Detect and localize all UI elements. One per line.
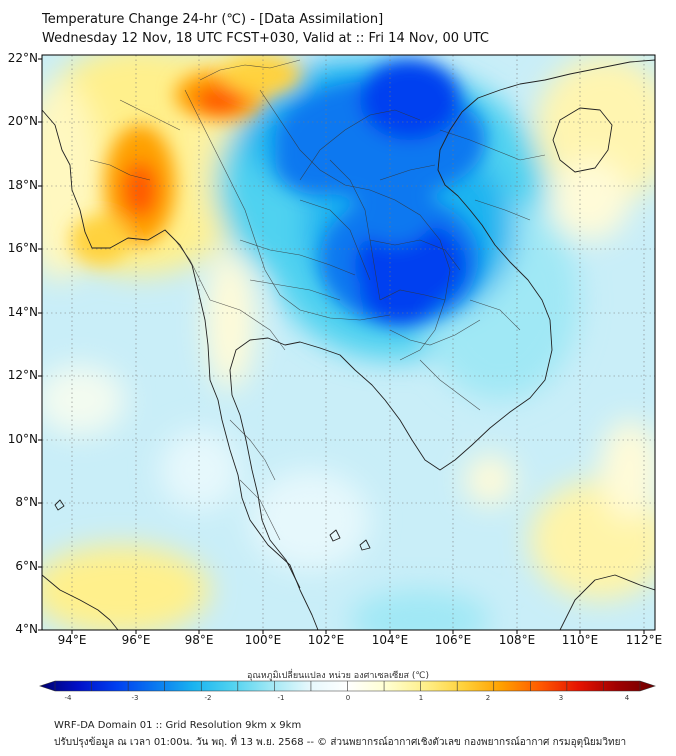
- province-borders: [89, 59, 546, 541]
- colorbar-tick-label: 3: [558, 694, 564, 702]
- lon-label-94e: 94°E: [57, 633, 87, 647]
- axis-ticks: [38, 58, 645, 634]
- lat-label-22n: 22°N: [7, 51, 38, 65]
- footer-update-info: ปรับปรุงข้อมูล ณ เวลา 01:00น. วัน พฤ. ที…: [54, 737, 627, 748]
- lat-label-6n: 6°N: [15, 559, 38, 573]
- lon-label-106e: 106°E: [434, 633, 472, 647]
- lat-label-8n: 8°N: [15, 495, 38, 509]
- colorbar-tick-label: -2: [204, 694, 212, 702]
- colorbar-tick-label: 0: [345, 694, 351, 702]
- lat-label-20n: 20°N: [7, 114, 38, 128]
- colorbar-tick-label: -3: [131, 694, 139, 702]
- footer-model-info: WRF-DA Domain 01 :: Grid Resolution 9km …: [54, 720, 302, 731]
- colorbar-title: อุณหภูมิเปลี่ยนแปลง หน่วย องศาเซลเซียส (…: [246, 671, 430, 681]
- lat-label-16n: 16°N: [7, 241, 38, 255]
- lon-label-96e: 96°E: [121, 633, 151, 647]
- colorbar: [39, 680, 656, 692]
- colorbar-tick-label: 1: [418, 694, 424, 702]
- colorbar-tick-label: -1: [277, 694, 285, 702]
- lon-label-100e: 100°E: [244, 633, 282, 647]
- lon-label-108e: 108°E: [498, 633, 536, 647]
- lat-label-4n: 4°N: [15, 622, 38, 636]
- map-title: Temperature Change 24-hr (℃) - [Data Ass…: [42, 12, 384, 27]
- lat-label-12n: 12°N: [7, 368, 38, 382]
- colorbar-tick-label: 4: [624, 694, 630, 702]
- lon-label-112e: 112°E: [625, 633, 663, 647]
- lat-label-10n: 10°N: [7, 432, 38, 446]
- lon-label-104e: 104°E: [371, 633, 409, 647]
- colorbar-tick-label: -4: [64, 694, 72, 702]
- lat-label-18n: 18°N: [7, 178, 38, 192]
- lon-label-102e: 102°E: [307, 633, 345, 647]
- map-frame: [41, 54, 656, 631]
- temperature-field: [42, 55, 655, 630]
- map-subtitle: Wednesday 12 Nov, 18 UTC FCST+030, Valid…: [42, 31, 489, 46]
- coastlines: [42, 59, 655, 630]
- colorbar-tick-marks: [54, 681, 641, 691]
- lat-label-14n: 14°N: [7, 305, 38, 319]
- lon-label-98e: 98°E: [184, 633, 214, 647]
- lon-label-110e: 110°E: [561, 633, 599, 647]
- colorbar-tick-label: 2: [485, 694, 491, 702]
